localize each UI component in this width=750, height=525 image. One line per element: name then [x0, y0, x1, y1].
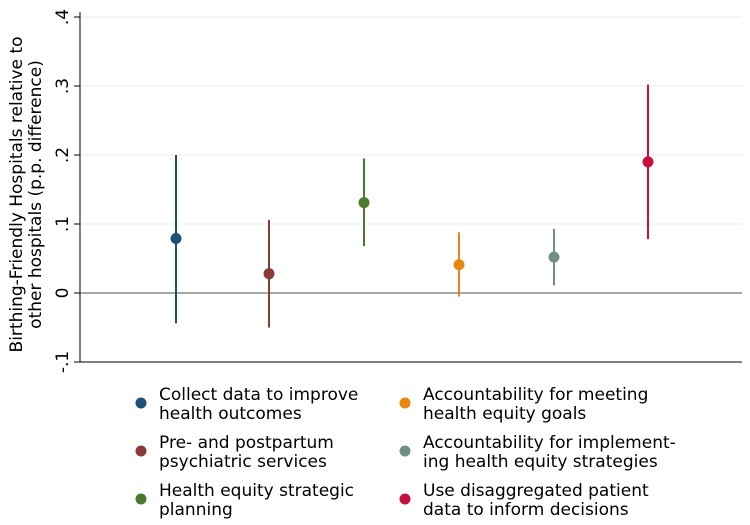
legend-label: health outcomes — [159, 404, 302, 424]
y-tick-label: .1 — [53, 216, 73, 232]
legend-label: Health equity strategic — [159, 481, 354, 501]
legend-marker — [135, 397, 147, 409]
legend-label: Pre- and postpartum — [159, 433, 334, 453]
legend-label: Collect data to improve — [159, 385, 358, 405]
gridlines — [80, 16, 742, 363]
point-estimate — [548, 251, 560, 263]
legend-label: health equity goals — [423, 404, 586, 424]
y-axis: -.1 0 .1 .2 .3 .4 — [53, 9, 742, 373]
point-estimate — [453, 259, 465, 271]
y-tick-label: 0 — [53, 288, 73, 299]
y-axis-title: Birthing-Friendly Hospitals relative to o… — [7, 37, 46, 353]
legend-label: Accountability for implement- — [423, 433, 676, 453]
legend-label: planning — [159, 500, 233, 520]
legend-label: data to inform decisions — [423, 500, 629, 520]
legend-marker — [399, 493, 411, 505]
legend-marker — [135, 493, 147, 505]
y-tick-label: -.1 — [53, 351, 73, 373]
point-estimate — [263, 268, 275, 280]
legend-label: psychiatric services — [159, 452, 327, 472]
y-axis-title-line: other hospitals (p.p. difference) — [26, 60, 46, 329]
plot-marks — [170, 84, 654, 328]
point-estimate — [358, 197, 370, 209]
legend-marker — [399, 397, 411, 409]
legend-marker — [399, 445, 411, 457]
point-estimate — [642, 156, 654, 168]
legend-label: Use disaggregated patient — [423, 481, 649, 501]
point-estimate — [170, 232, 182, 244]
y-tick-label: .3 — [53, 78, 73, 94]
legend-marker — [135, 445, 147, 457]
legend-label: Accountability for meeting — [423, 385, 648, 405]
legend-label: ing health equity strategies — [423, 452, 658, 472]
y-tick-label: .2 — [53, 147, 73, 163]
y-axis-title-line: Birthing-Friendly Hospitals relative to — [7, 37, 27, 353]
y-tick-label: .4 — [53, 9, 73, 25]
